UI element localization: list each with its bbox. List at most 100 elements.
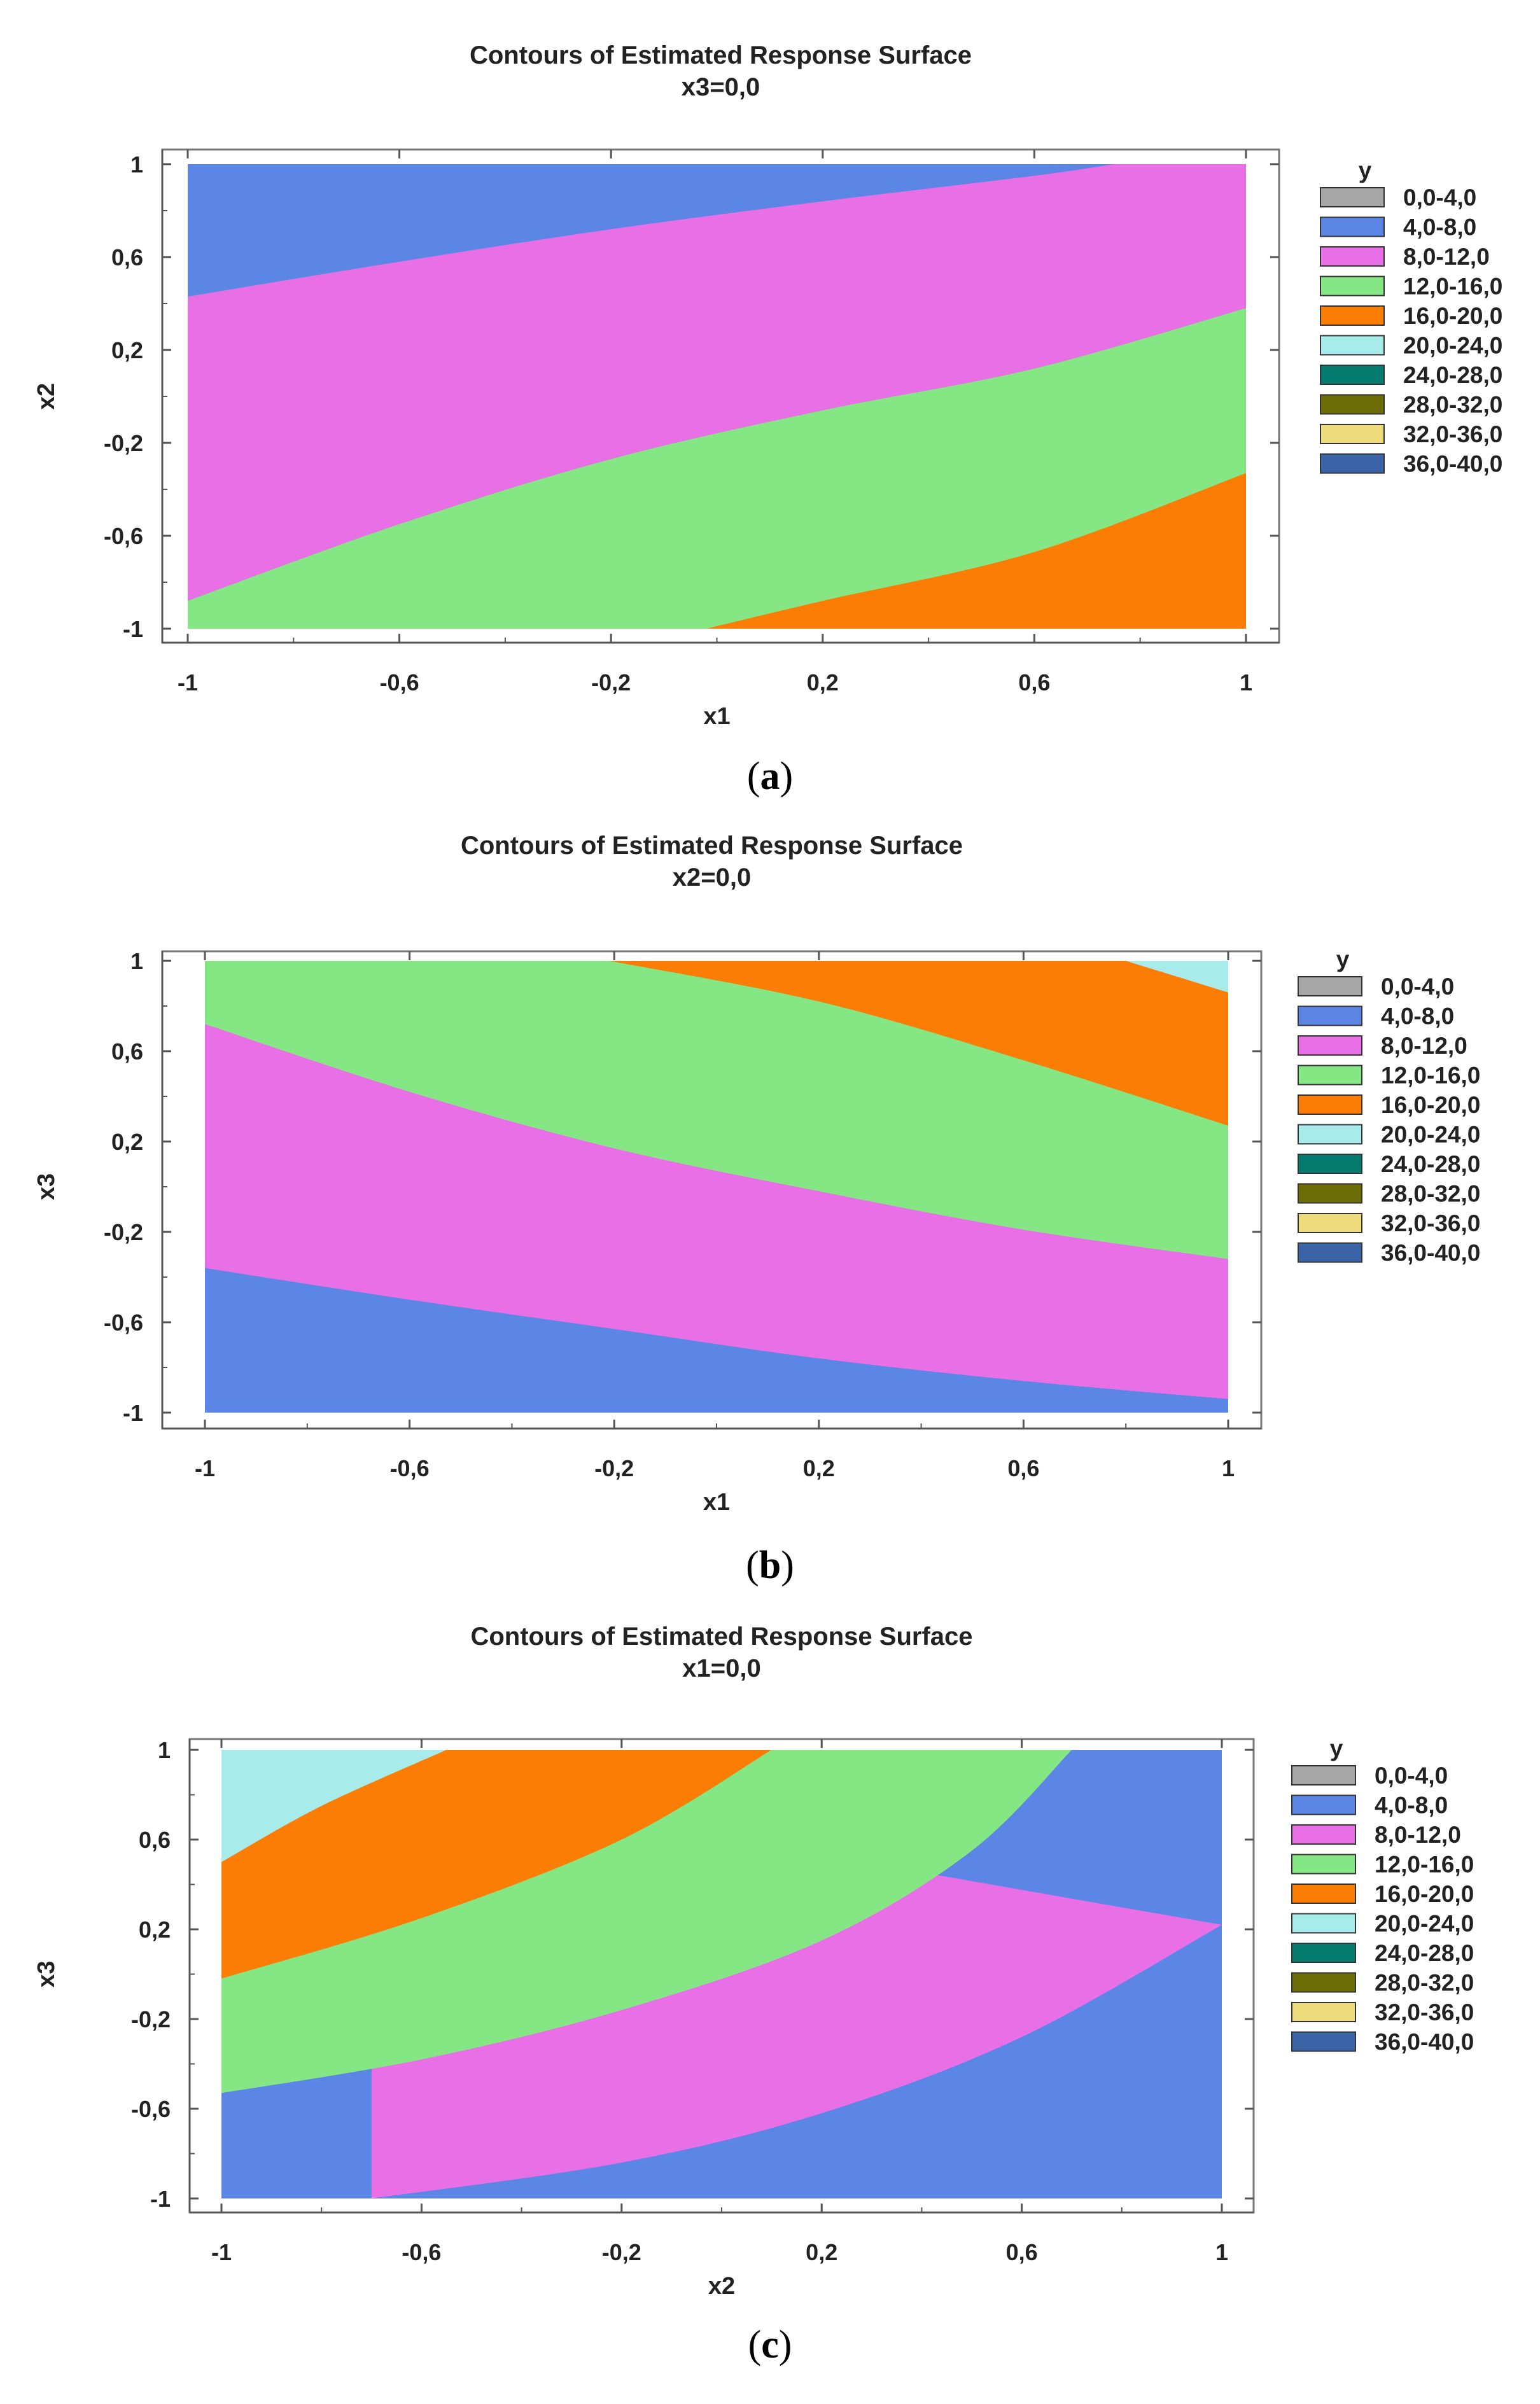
legend-label: 36,0-40,0 xyxy=(1375,2029,1474,2055)
y-tick-label: 1 xyxy=(158,1737,171,1763)
legend-swatch xyxy=(1298,1183,1362,1204)
legend-label: 20,0-24,0 xyxy=(1375,1911,1474,1937)
legend-label: 12,0-16,0 xyxy=(1375,1852,1474,1878)
x-axis-label: x1 xyxy=(703,1489,730,1516)
contour-region-20 xyxy=(221,1750,447,1862)
chart-panel-c: -1 -0,6 -0,2 0,2 0,6 1 1 0,6 0,2 -0,2 -0,6 -1 Contou… xyxy=(0,1594,1540,2332)
legend-label: 28,0-32,0 xyxy=(1375,1970,1474,1996)
legend-label: 32,0-36,0 xyxy=(1403,421,1502,447)
caption-c: (c) xyxy=(748,2323,792,2366)
legend-label: 4,0-8,0 xyxy=(1375,1793,1448,1819)
legend-label: 4,0-8,0 xyxy=(1381,1003,1454,1030)
legend-swatch xyxy=(1320,335,1385,356)
legend-label: 28,0-32,0 xyxy=(1403,392,1502,418)
x-tick-label: -1 xyxy=(178,669,198,695)
legend-title: y xyxy=(1359,157,1372,183)
legend-swatch xyxy=(1298,1213,1362,1233)
x-axis-label: x1 xyxy=(703,703,730,730)
legend-label: 8,0-12,0 xyxy=(1381,1033,1467,1059)
y-axis-label: x2 xyxy=(33,383,60,410)
x-tick-label: -0,6 xyxy=(402,2239,441,2265)
legend-swatch xyxy=(1320,394,1385,415)
x-tick-label: -0,2 xyxy=(602,2239,641,2265)
x-axis-label: x2 xyxy=(708,2273,735,2300)
legend-label: 12,0-16,0 xyxy=(1381,1063,1480,1089)
chart-subtitle: x2=0,0 xyxy=(673,863,751,891)
legend-label: 16,0-20,0 xyxy=(1403,303,1502,329)
x-tick-label: -1 xyxy=(211,2239,232,2265)
legend-swatch xyxy=(1320,305,1385,326)
legend-swatch xyxy=(1291,1883,1356,1904)
x-tick-label: 1 xyxy=(1240,669,1252,695)
y-tick-label: -0,2 xyxy=(104,430,143,456)
caption-b: (b) xyxy=(746,1544,794,1587)
legend-title: y xyxy=(1336,946,1350,972)
chart-panel-b: -1 -0,6 -0,2 0,2 0,6 1 1 0,6 0,2 -0,2 -0,6 -1 Contou… xyxy=(0,802,1540,1540)
legend-swatch xyxy=(1298,1065,1362,1086)
legend-swatch xyxy=(1291,1943,1356,1963)
legend-label: 24,0-28,0 xyxy=(1375,1940,1474,1966)
legend-label: 4,0-8,0 xyxy=(1403,214,1476,241)
x-tick-label: 1 xyxy=(1222,1455,1235,1481)
x-tick-label: 0,2 xyxy=(803,1455,835,1481)
legend-swatch xyxy=(1320,276,1385,297)
legend-label: 16,0-20,0 xyxy=(1375,1881,1474,1907)
legend-swatch xyxy=(1320,246,1385,267)
legend-label: 8,0-12,0 xyxy=(1375,1822,1461,1848)
legend-label: 16,0-20,0 xyxy=(1381,1092,1480,1118)
x-tick-label: 0,6 xyxy=(1007,1455,1039,1481)
legend-swatch xyxy=(1320,453,1385,474)
contour-chart-x3: -1 -0,6 -0,2 0,2 0,6 1 1 0,6 0,2 -0,2 -0,6 -1 Contou… xyxy=(33,41,1502,730)
legend-swatch xyxy=(1291,1824,1356,1845)
legend-label: 20,0-24,0 xyxy=(1403,333,1502,359)
legend-label: 24,0-28,0 xyxy=(1381,1151,1480,1177)
legend-swatch xyxy=(1298,1094,1362,1115)
chart-panel-a: -1 -0,6 -0,2 0,2 0,6 1 1 0,6 0,2 -0,2 -0,6 -1 Contou… xyxy=(0,0,1540,738)
y-tick-label: 0,2 xyxy=(111,1129,143,1155)
legend-swatch xyxy=(1291,1765,1356,1786)
legend-swatch xyxy=(1320,187,1385,207)
y-axis-label: x3 xyxy=(33,1173,60,1200)
chart-title: Contours of Estimated Response Surface xyxy=(470,41,972,69)
y-tick-label: -0,2 xyxy=(131,2006,171,2032)
x-tick-label: -0,2 xyxy=(591,669,631,695)
legend-label: 12,0-16,0 xyxy=(1403,274,1502,300)
legend-title: y xyxy=(1330,1735,1343,1761)
chart-subtitle: x1=0,0 xyxy=(682,1654,760,1682)
legend-swatch xyxy=(1291,2002,1356,2022)
x-tick-label: 0,2 xyxy=(806,2239,837,2265)
legend-label: 32,0-36,0 xyxy=(1381,1210,1480,1236)
legend-swatch xyxy=(1298,1035,1362,1056)
legend-label: 32,0-36,0 xyxy=(1375,1999,1474,2025)
legend-swatch xyxy=(1298,1242,1362,1263)
legend-label: 0,0-4,0 xyxy=(1403,185,1476,211)
caption-a: (a) xyxy=(746,755,794,798)
legend-label: 36,0-40,0 xyxy=(1403,451,1502,477)
y-tick-label: -0,6 xyxy=(104,523,143,549)
x-tick-label: -0,6 xyxy=(380,669,419,695)
y-tick-label: 1 xyxy=(130,948,143,974)
y-tick-label: -0,6 xyxy=(131,2096,171,2122)
y-tick-label: 0,6 xyxy=(139,1827,171,1853)
y-axis-label: x3 xyxy=(33,1960,60,1987)
y-tick-label: -1 xyxy=(123,616,143,642)
x-tick-label: -1 xyxy=(195,1455,215,1481)
x-tick-label: 0,6 xyxy=(1018,669,1050,695)
legend-swatch xyxy=(1291,1854,1356,1875)
legend-swatch xyxy=(1298,1005,1362,1026)
x-tick-label: -0,6 xyxy=(390,1455,430,1481)
legend-swatch xyxy=(1291,2031,1356,2052)
contour-region-16 xyxy=(706,473,1246,629)
chart-title: Contours of Estimated Response Surface xyxy=(470,1623,972,1651)
contour-region-20 xyxy=(1126,961,1228,993)
chart-title: Contours of Estimated Response Surface xyxy=(461,832,963,860)
legend-label: 8,0-12,0 xyxy=(1403,244,1490,270)
y-tick-label: 0,2 xyxy=(111,337,143,363)
y-tick-label: 0,6 xyxy=(111,244,143,270)
x-tick-label: 0,6 xyxy=(1006,2239,1038,2265)
contour-region-12 xyxy=(188,308,1246,629)
legend-swatch xyxy=(1320,365,1385,385)
y-tick-label: 0,6 xyxy=(111,1038,143,1065)
y-tick-label: -1 xyxy=(150,2186,171,2212)
y-tick-label: 0,2 xyxy=(139,1917,171,1943)
